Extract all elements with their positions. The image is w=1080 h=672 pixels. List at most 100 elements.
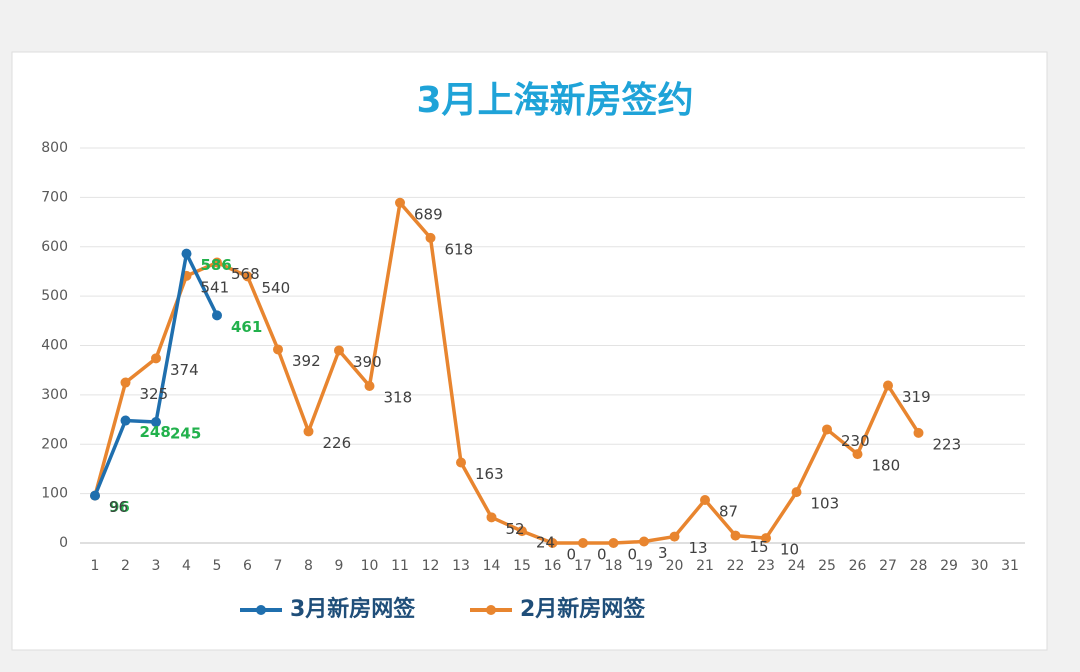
x-tick-label: 13 (452, 558, 470, 574)
point (181, 248, 192, 259)
x-tick-label: 12 (422, 558, 440, 574)
data-label: 103 (811, 495, 840, 513)
data-label: 163 (475, 465, 504, 483)
data-label: 618 (445, 240, 474, 258)
data-label: 0 (567, 546, 577, 564)
data-label: 24 (536, 534, 555, 552)
legend-label: 3月新房网签 (290, 596, 416, 622)
point (425, 232, 436, 243)
point (273, 344, 283, 355)
data-label: 0 (597, 546, 607, 564)
data-label: 230 (841, 432, 870, 450)
data-label: 96 (109, 498, 128, 516)
x-tick-label: 10 (361, 558, 379, 574)
x-tick-label: 30 (971, 558, 989, 574)
data-label: 223 (933, 435, 962, 453)
point (120, 377, 131, 388)
x-tick-label: 5 (213, 558, 222, 574)
x-tick-label: 9 (335, 558, 344, 574)
x-tick-label: 14 (483, 558, 501, 574)
point (791, 487, 802, 498)
data-label: 0 (628, 546, 638, 564)
point (212, 257, 222, 268)
data-label: 15 (750, 538, 769, 556)
x-tick-label: 17 (574, 558, 592, 574)
point (608, 538, 619, 548)
series-line (93, 201, 920, 545)
y-tick-label: 400 (41, 338, 68, 354)
x-tick-label: 20 (666, 558, 684, 574)
point (761, 533, 771, 544)
data-label: 226 (323, 434, 352, 452)
point (334, 345, 344, 356)
legend-marker (256, 605, 266, 615)
point (517, 526, 527, 537)
y-tick-label: 100 (41, 486, 68, 502)
data-label: 318 (384, 388, 413, 406)
point (151, 353, 161, 364)
x-tick-label: 1 (91, 558, 100, 574)
data-label: 390 (353, 353, 382, 371)
point (303, 426, 314, 437)
point (578, 538, 588, 548)
data-label: 586 (201, 256, 232, 274)
point (730, 530, 741, 541)
point (242, 271, 253, 282)
x-tick-label: 8 (304, 558, 313, 574)
point (883, 380, 893, 391)
x-tick-label: 29 (940, 558, 958, 574)
data-label: 689 (414, 205, 443, 223)
data-label: 461 (231, 318, 262, 336)
x-tick-label: 28 (910, 558, 928, 574)
data-label: 52 (506, 520, 525, 538)
point (90, 490, 100, 501)
data-label: 87 (719, 503, 738, 521)
x-tick-label: 19 (635, 558, 653, 574)
y-tick-label: 300 (41, 387, 68, 403)
point (151, 417, 161, 428)
data-label: 568 (231, 265, 260, 283)
x-tick-label: 3 (152, 558, 161, 574)
x-tick-label: 15 (513, 558, 531, 574)
point (822, 424, 832, 435)
y-tick-label: 700 (41, 189, 68, 205)
x-tick-label: 16 (544, 558, 562, 574)
x-tick-label: 4 (182, 558, 191, 574)
point (639, 536, 649, 547)
point (669, 531, 680, 542)
x-tick-label: 18 (605, 558, 623, 574)
data-label: 319 (902, 388, 931, 406)
point (120, 415, 131, 426)
data-label: 374 (170, 361, 199, 379)
x-tick-label: 21 (696, 558, 714, 574)
y-tick-label: 600 (41, 239, 68, 255)
data-label: 13 (689, 539, 708, 557)
y-tick-label: 0 (59, 535, 68, 551)
data-label: 325 (140, 385, 169, 403)
x-tick-label: 26 (849, 558, 867, 574)
point (700, 495, 710, 506)
point (486, 512, 497, 523)
y-tick-label: 800 (41, 140, 68, 156)
point (547, 538, 558, 548)
data-label: 180 (872, 457, 901, 475)
data-label: 245 (170, 425, 201, 443)
data-label: 10 (780, 541, 799, 559)
data-label: 540 (262, 279, 291, 297)
data-label: 248 (140, 423, 171, 441)
data-label: 392 (292, 352, 321, 370)
point (212, 310, 222, 321)
y-tick-label: 200 (41, 436, 68, 452)
chart-title: 3月上海新房签约 (416, 80, 693, 121)
x-tick-label: 6 (243, 558, 252, 574)
point (364, 380, 375, 391)
x-tick-label: 7 (274, 558, 283, 574)
legend-marker (486, 605, 496, 615)
x-tick-label: 25 (818, 558, 836, 574)
point (456, 457, 466, 468)
x-tick-label: 22 (727, 558, 745, 574)
y-tick-label: 500 (41, 288, 68, 304)
chart-card (11, 51, 1048, 651)
x-tick-label: 31 (1001, 558, 1019, 574)
